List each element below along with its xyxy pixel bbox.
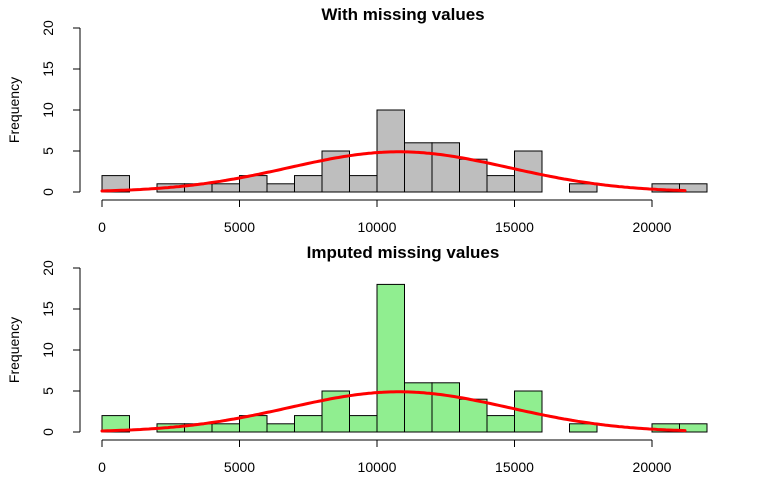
y-tick-label: 20	[40, 260, 56, 276]
y-tick-label: 15	[40, 61, 56, 77]
histogram-bar	[459, 398, 488, 433]
histogram-bar	[211, 183, 240, 193]
y-tick-label: 0	[40, 188, 56, 196]
x-tick-label: 15000	[495, 459, 534, 475]
histogram-bar	[349, 415, 378, 433]
panel-with-missing-values: With missing values Frequency 0 5000 10000…	[6, 5, 708, 235]
x-tick-label: 0	[98, 219, 106, 235]
histogram-bar	[211, 423, 240, 433]
histogram-bar	[431, 382, 460, 433]
y-tick-label: 0	[40, 428, 56, 436]
histogram-bar	[294, 175, 323, 193]
y-axis-label: Frequency	[6, 77, 22, 143]
chart-title: Imputed missing values	[307, 243, 500, 262]
y-tick-label: 15	[40, 301, 56, 317]
histogram-bar	[679, 183, 708, 193]
histogram-bar	[266, 183, 295, 193]
chart-title: With missing values	[321, 5, 484, 24]
y-tick-label: 10	[40, 342, 56, 358]
x-tick-label: 0	[98, 459, 106, 475]
density-curve	[100, 390, 687, 433]
histogram-bar	[459, 158, 488, 193]
y-tick-label: 20	[40, 20, 56, 36]
histogram-bar	[294, 415, 323, 433]
panel-imputed-missing-values: Imputed missing values Frequency 0 5000 10…	[6, 243, 708, 475]
histogram-bar	[486, 175, 515, 193]
y-axis-label: Frequency	[6, 317, 22, 383]
histogram-bar	[349, 175, 378, 193]
x-tick-label: 5000	[224, 219, 255, 235]
histogram-bar	[431, 142, 460, 193]
x-tick-label: 20000	[633, 219, 672, 235]
histogram-bar	[569, 183, 598, 193]
histogram-bar	[404, 142, 433, 193]
histogram-bar	[679, 423, 708, 433]
histogram-bar	[486, 415, 515, 433]
y-tick-label: 10	[40, 102, 56, 118]
x-tick-label: 5000	[224, 459, 255, 475]
x-tick-label: 10000	[358, 219, 397, 235]
x-tick-label: 15000	[495, 219, 534, 235]
y-tick-label: 5	[40, 147, 56, 155]
density-curve	[100, 150, 687, 193]
histogram-bar	[404, 382, 433, 433]
x-tick-label: 20000	[633, 459, 672, 475]
x-tick-label: 10000	[358, 459, 397, 475]
histogram-bar	[376, 283, 405, 433]
histogram-bar	[569, 423, 598, 433]
y-tick-label: 5	[40, 387, 56, 395]
histogram-bar	[266, 423, 295, 433]
